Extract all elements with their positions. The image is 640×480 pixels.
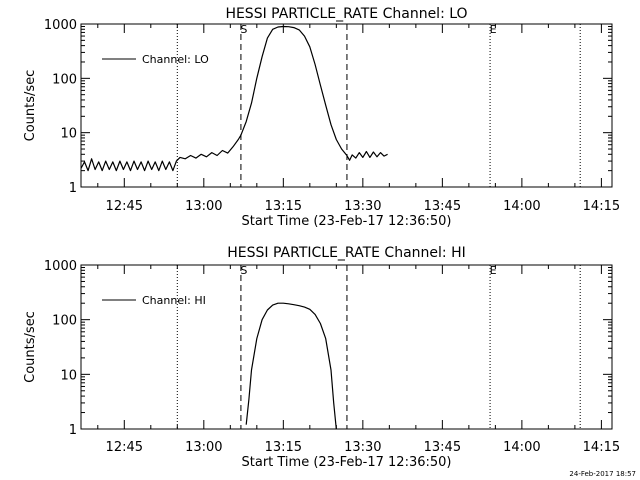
x-tick-label: 13:30 <box>344 440 381 455</box>
x-tick-label: 13:15 <box>265 199 302 214</box>
plot-frame <box>80 23 613 188</box>
x-tick-label: 13:15 <box>265 440 302 455</box>
y-tick-label: 100 <box>52 72 77 87</box>
x-tick-label: 12:45 <box>106 440 143 455</box>
y-tick-label: 100 <box>52 314 77 329</box>
x-tick-label: 14:00 <box>503 199 540 214</box>
x-tick-label: 13:30 <box>344 199 381 214</box>
time-marker-label: E <box>490 23 497 36</box>
legend-label: Channel: LO <box>142 53 209 66</box>
chart-panel-lo: HESSI PARTICLE_RATE Channel: LOS E 1 10 100 1… <box>23 6 620 229</box>
time-marker-label: S <box>240 264 247 277</box>
y-tick-label: 1 <box>69 423 77 438</box>
y-axis-label: Counts/sec <box>23 311 38 383</box>
series-line <box>80 25 388 172</box>
plot-timestamp: 24-Feb-2017 18:57 <box>569 470 636 478</box>
x-tick-label: 13:00 <box>185 199 222 214</box>
x-tick-label: 13:45 <box>424 440 461 455</box>
y-tick-label: 1000 <box>44 18 77 33</box>
x-tick-label: 13:45 <box>424 199 461 214</box>
y-tick-label: 1000 <box>44 259 77 274</box>
x-tick-label: 14:00 <box>503 440 540 455</box>
plot-frame <box>80 264 613 430</box>
chart-title: HESSI PARTICLE_RATE Channel: HI <box>227 245 465 261</box>
x-tick-label: 14:15 <box>583 440 620 455</box>
chart-title: HESSI PARTICLE_RATE Channel: LO <box>225 6 467 22</box>
legend-label: Channel: HI <box>142 294 206 307</box>
x-tick-label: 13:00 <box>185 440 222 455</box>
y-tick-label: 10 <box>60 368 77 383</box>
x-axis-label: Start Time (23-Feb-17 12:36:50) <box>242 455 452 470</box>
series-line <box>245 302 337 430</box>
time-marker-label: S <box>240 23 247 36</box>
y-tick-label: 1 <box>69 181 77 196</box>
x-tick-label: 12:45 <box>106 199 143 214</box>
chart-panel-hi: HESSI PARTICLE_RATE Channel: HI S E 1 10 100 1… <box>23 245 620 470</box>
x-axis-label: Start Time (23-Feb-17 12:36:50) <box>242 214 452 229</box>
time-marker-label: E <box>490 264 497 277</box>
y-axis-label: Counts/sec <box>23 70 38 142</box>
x-tick-label: 14:15 <box>583 199 620 214</box>
y-tick-label: 10 <box>60 127 77 142</box>
